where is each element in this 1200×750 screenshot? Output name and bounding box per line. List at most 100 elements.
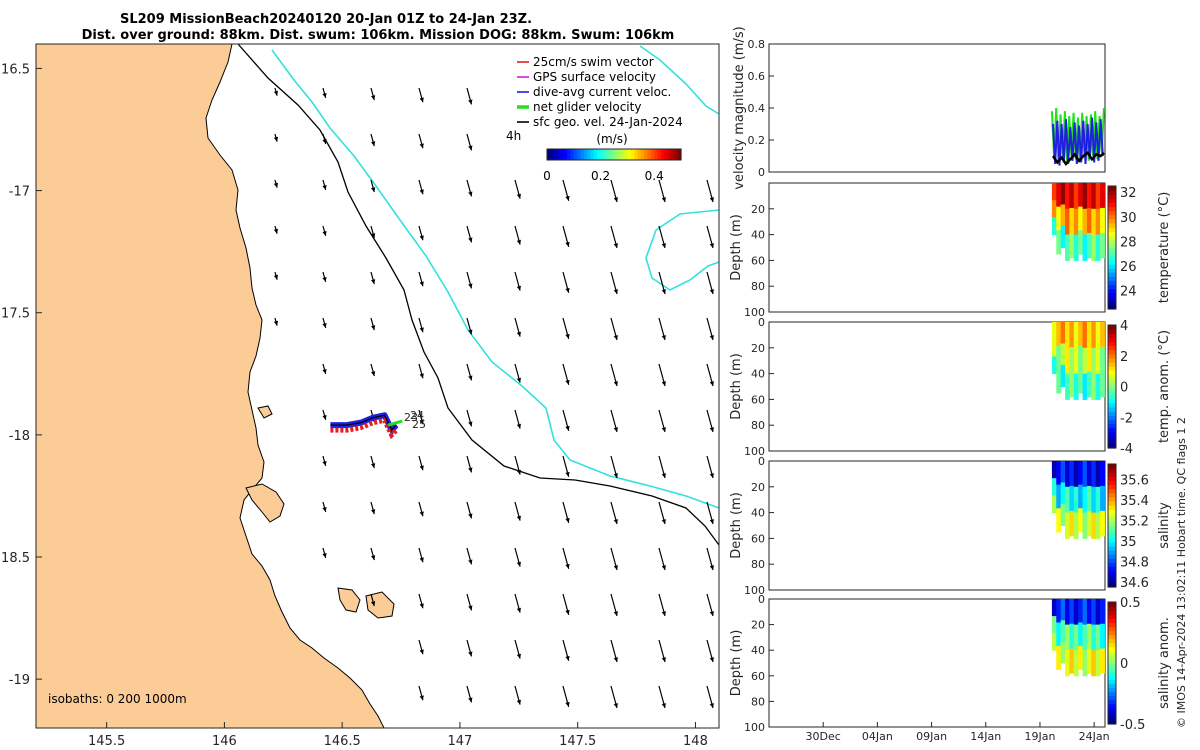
profile-colorbar-segment (1108, 679, 1116, 684)
profile-colorbar-segment (1108, 554, 1116, 559)
profile-cell (1078, 345, 1084, 370)
profile-cell (1056, 461, 1062, 486)
sfc-velocity-arrowhead (709, 473, 714, 478)
profile-cell (1078, 599, 1084, 623)
sfc-velocity-arrowhead (419, 557, 424, 563)
profile-colorbar-segment (1108, 423, 1116, 429)
island (245, 483, 285, 523)
profile-colorbar-segment (1108, 638, 1116, 644)
profile-cell (1100, 346, 1105, 373)
profile-colorbar-segment (1108, 247, 1116, 253)
profile-cell (1100, 322, 1105, 348)
profile-cell (1091, 512, 1097, 539)
profile-cell (1073, 234, 1079, 261)
profile-ylabel: Depth (m) (729, 214, 744, 281)
profile-cell (1086, 599, 1092, 625)
profile-cell (1056, 322, 1062, 347)
profile-ytick-label: 20 (751, 203, 765, 216)
profile-cell (1086, 232, 1092, 259)
profile-colorbar-tick: 35 (1120, 535, 1137, 550)
sfc-velocity-arrowhead (419, 327, 424, 333)
profile-cell (1100, 648, 1105, 674)
colorbar-segment (634, 149, 639, 160)
profile-colorbar-segment (1108, 602, 1116, 607)
isobath-1000m (271, 49, 720, 509)
sfc-velocity-arrowhead (565, 379, 570, 385)
legend-label: net glider velocity (533, 100, 641, 114)
profile-colorbar-segment (1108, 235, 1116, 240)
velocity-ylabel: velocity magnitude (m/s) (732, 26, 747, 189)
sfc-velocity-arrowhead (419, 143, 424, 149)
profile-cell (1100, 485, 1105, 512)
profile-colorbar-segment (1108, 427, 1116, 433)
profile-cell (1065, 486, 1070, 514)
colorbar-tick-label: 0 (543, 169, 551, 183)
credit-text: © IMOS 14-Apr-2024 13:02:11 Hobart time.… (1175, 417, 1188, 728)
profile-cell (1078, 322, 1084, 347)
profile-cell (1069, 461, 1075, 487)
profile-colorbar-segment (1108, 683, 1116, 688)
sfc-velocity-arrowhead (419, 695, 424, 701)
profile-colorbar-segment (1108, 570, 1116, 576)
profile-colorbar-tick: 0 (1120, 657, 1128, 672)
profile-cell (1100, 623, 1105, 649)
map-latitude-ticks: 16.5 -17 17.5 -18 18.5 -19 (1, 62, 42, 688)
profile-colorbar-segment (1108, 231, 1116, 236)
profile-cell (1082, 599, 1088, 626)
profile-cell (1073, 461, 1079, 488)
profile-colorbar-segment (1108, 562, 1116, 568)
profile-cell (1086, 322, 1092, 348)
profile-cell (1086, 510, 1092, 537)
profile-colorbar-segment (1108, 533, 1116, 539)
profile-colorbar-segment (1108, 707, 1116, 713)
profile-cell (1065, 599, 1070, 626)
profile-cell (1069, 232, 1075, 259)
sfc-velocity-arrowhead (709, 197, 714, 202)
sfc-velocity-arrowhead (322, 506, 327, 512)
profile-frame (768, 460, 1106, 591)
profile-colorbar-segment (1108, 419, 1116, 424)
sfc-velocity-arrowhead (709, 427, 714, 432)
profile-cell (1091, 347, 1097, 375)
profile-cell (1060, 504, 1066, 526)
sfc-velocity-arrowhead (516, 285, 521, 291)
sfc-velocity-arrowhead (419, 281, 424, 287)
sfc-velocity-arrowhead (613, 703, 618, 708)
profile-colorbar-segment (1108, 703, 1116, 709)
profile-colorbar-segment (1108, 202, 1116, 208)
sfc-velocity-arrowhead (371, 601, 376, 607)
lon-tick-label: 147 (448, 734, 473, 749)
profile-cell (1091, 373, 1097, 400)
profile-cell (1095, 347, 1101, 375)
profile-colorbar-frame (1107, 324, 1117, 449)
profile-cell (1051, 200, 1057, 218)
sfc-velocity-arrowhead (613, 611, 618, 616)
sfc-velocity-arrowhead (371, 325, 376, 331)
profile-colorbar-segment (1108, 407, 1116, 412)
profile-cell (1065, 624, 1070, 651)
profile-cell (1078, 484, 1084, 509)
profile-colorbar-segment (1108, 329, 1116, 334)
profile-colorbar-segment (1108, 521, 1116, 527)
profile-colorbar-segment (1108, 541, 1116, 547)
colorbar-segment (644, 149, 649, 160)
profile-cell (1060, 620, 1066, 643)
profile-colorbar-segment (1108, 484, 1116, 490)
profile-cell (1082, 234, 1088, 261)
profile-ylabel: Depth (m) (729, 630, 744, 697)
profile-colorbar-segment (1108, 272, 1116, 277)
profile-cell (1065, 208, 1070, 236)
profile-colorbar-segment (1108, 292, 1116, 298)
profile-cell (1051, 478, 1057, 496)
profile-cell (1051, 461, 1057, 479)
colorbar-segment (550, 149, 555, 160)
profile-cell (1086, 207, 1092, 234)
profile-colorbar-segment (1108, 566, 1116, 572)
profile-colorbar-segment (1108, 691, 1116, 697)
profile-colorbar-segment (1108, 582, 1116, 588)
sfc-velocity-arrowhead (322, 184, 327, 190)
colorbar-segment (654, 149, 659, 160)
colorbar-segment (627, 149, 632, 160)
isobath-1000m-north (639, 45, 720, 115)
